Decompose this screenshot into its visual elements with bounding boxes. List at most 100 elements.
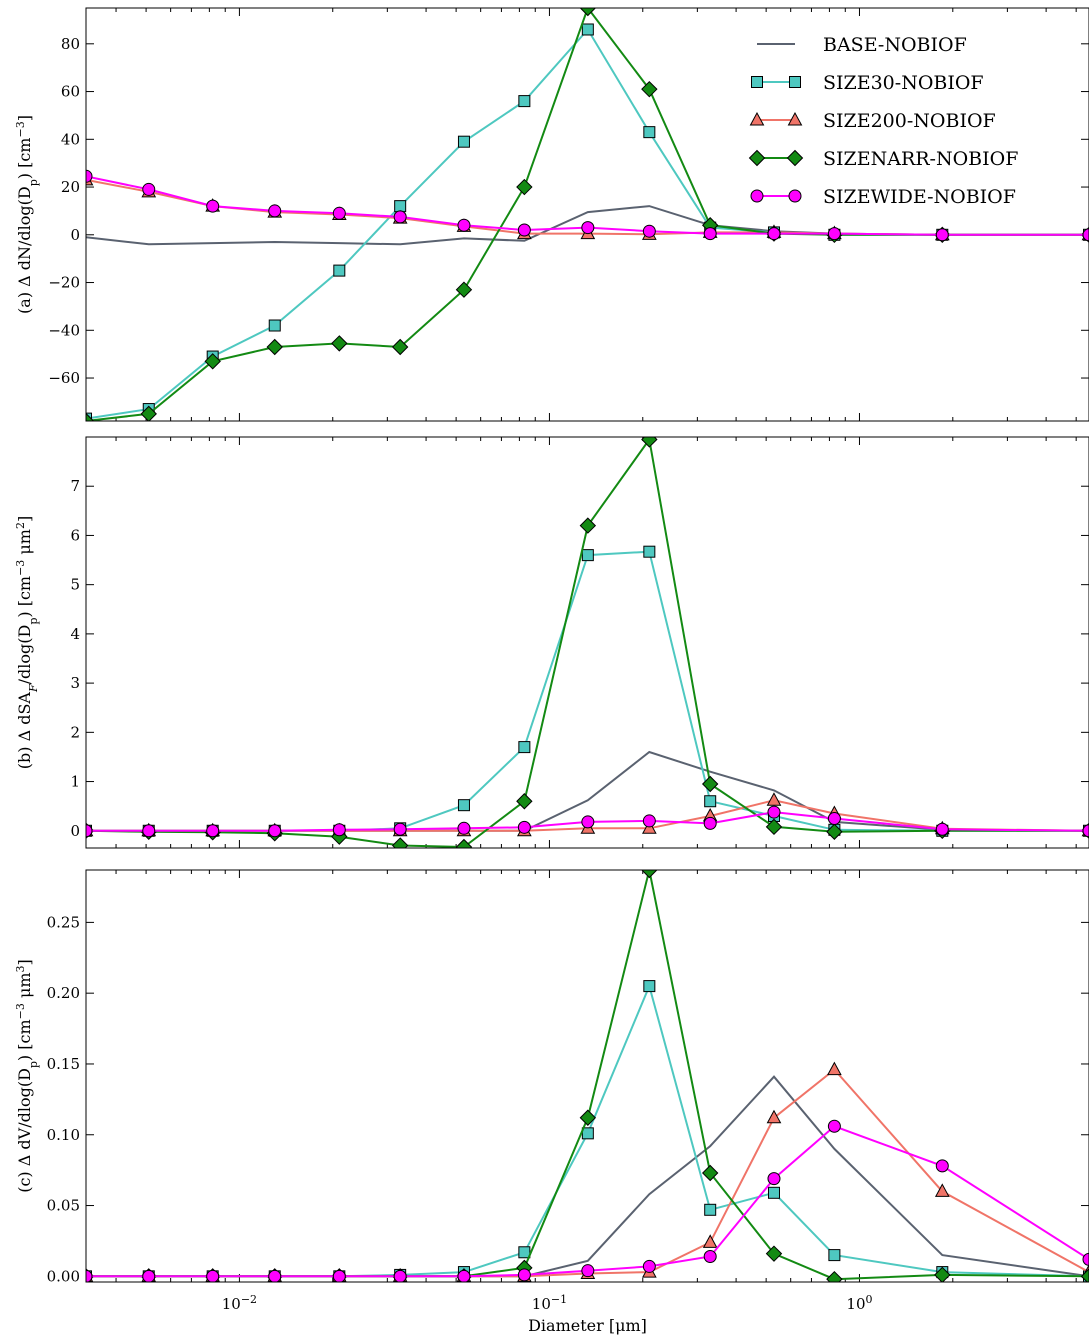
x-axis-label: Diameter [μm] xyxy=(528,1316,647,1335)
y-tick-label: 0.05 xyxy=(47,1197,80,1215)
y-tick-label: 0 xyxy=(70,822,80,840)
data-point xyxy=(204,353,221,370)
series-group xyxy=(86,437,1089,848)
plot-frame xyxy=(85,869,1089,1283)
data-point xyxy=(643,126,656,139)
y-tick-label: 1 xyxy=(70,773,80,791)
data-point xyxy=(579,1109,597,1126)
data-point xyxy=(826,1270,843,1282)
data-point xyxy=(518,95,531,108)
data-point xyxy=(827,1119,841,1133)
data-point xyxy=(827,811,841,825)
data-point xyxy=(268,1269,282,1282)
data-point xyxy=(517,223,531,237)
data-point xyxy=(268,824,282,838)
data-point xyxy=(86,824,93,838)
data-point xyxy=(391,338,409,356)
data-point xyxy=(701,775,719,793)
legend-label: SIZENARR-NOBIOF xyxy=(823,148,1018,170)
legend-label: SIZE30-NOBIOF xyxy=(823,72,984,94)
data-point xyxy=(391,837,409,848)
legend-marker xyxy=(786,149,804,167)
data-point xyxy=(581,23,594,36)
data-point xyxy=(516,178,533,196)
data-point xyxy=(641,870,658,879)
data-point xyxy=(457,821,471,835)
data-point xyxy=(767,805,781,819)
data-point xyxy=(266,338,283,356)
legend-marker xyxy=(789,76,801,88)
series-line-sizenarr-nobiof xyxy=(86,8,1089,421)
y-tick-label: 80 xyxy=(61,35,80,53)
y-tick-label: 0.15 xyxy=(47,1055,80,1073)
data-point xyxy=(767,1186,780,1199)
data-point xyxy=(704,795,717,808)
y-axis-label: (a) Δ dN/dlog(Dp) [cm−3] xyxy=(14,115,40,314)
data-point xyxy=(766,1109,782,1124)
panel-b: 0 1 2 3 4 5 6 7 (b) Δ dSAF/dlog(Dp) [cm−3 μm2] xyxy=(14,436,1089,849)
data-point xyxy=(643,545,656,558)
data-point xyxy=(704,1203,717,1216)
panel-c: 0.00 0.05 0.10 0.15 0.20 0.25 (c) Δ dV/dlog(Dp… xyxy=(14,869,1089,1335)
y-tick-label: 40 xyxy=(61,130,80,148)
data-point xyxy=(518,741,531,754)
data-point xyxy=(457,218,471,232)
legend-marker xyxy=(748,149,766,167)
data-point xyxy=(935,1159,949,1173)
data-point xyxy=(332,206,346,220)
data-point xyxy=(206,199,220,213)
data-point xyxy=(642,1259,656,1273)
data-point xyxy=(765,1245,783,1262)
data-point xyxy=(1080,1268,1089,1282)
y-tick-label: 0.10 xyxy=(47,1126,80,1144)
data-point xyxy=(581,549,594,562)
data-point xyxy=(934,1183,950,1197)
data-point xyxy=(457,135,470,148)
y-tick-label: −60 xyxy=(48,369,80,387)
data-point xyxy=(268,319,281,332)
data-point xyxy=(142,824,156,838)
data-point xyxy=(455,281,473,298)
plot-frame xyxy=(85,7,1089,422)
data-point xyxy=(703,227,717,241)
data-point xyxy=(579,8,597,17)
y-axis-label: (b) Δ dSAF/dlog(Dp) [cm−3 μm2] xyxy=(14,516,40,769)
x-tick-label: 10−2 xyxy=(222,1293,257,1314)
y-tick-label: 7 xyxy=(70,477,80,495)
x-tick-label: 10−1 xyxy=(532,1293,567,1314)
data-point xyxy=(457,1269,471,1282)
series-group xyxy=(86,8,1089,421)
data-point xyxy=(517,1268,531,1282)
data-point xyxy=(268,204,282,218)
data-point xyxy=(641,437,658,448)
y-tick-label: −20 xyxy=(48,274,80,292)
data-point xyxy=(1082,1252,1089,1266)
y-tick-label: 0 xyxy=(70,226,80,244)
y-tick-label: 0.25 xyxy=(47,913,80,931)
data-point xyxy=(206,1269,220,1282)
data-point xyxy=(703,816,717,830)
data-point xyxy=(1082,824,1089,838)
data-point xyxy=(331,335,348,352)
data-point xyxy=(86,169,93,183)
series-line-base-nobiof xyxy=(86,1075,1089,1278)
data-point xyxy=(1082,228,1089,242)
y-tick-label: 60 xyxy=(61,83,80,101)
data-point xyxy=(86,412,95,421)
series-group xyxy=(86,870,1089,1282)
data-point xyxy=(457,799,470,812)
data-point xyxy=(332,1269,346,1282)
legend-marker xyxy=(750,189,764,203)
legend-marker xyxy=(788,189,802,203)
legend-label: SIZE200-NOBIOF xyxy=(823,110,996,132)
series-line-sizenarr-nobiof xyxy=(86,437,1089,848)
y-tick-label: 4 xyxy=(70,625,80,643)
data-point xyxy=(701,1164,719,1182)
data-point xyxy=(935,228,949,242)
data-point xyxy=(333,264,346,277)
y-axis-label: (c) Δ dV/dlog(Dp) [cm−3 μm3] xyxy=(14,959,40,1193)
legend-marker xyxy=(749,111,765,126)
series-line-size30-nobiof xyxy=(86,550,1089,832)
data-point xyxy=(332,823,346,837)
data-point xyxy=(393,1269,407,1282)
